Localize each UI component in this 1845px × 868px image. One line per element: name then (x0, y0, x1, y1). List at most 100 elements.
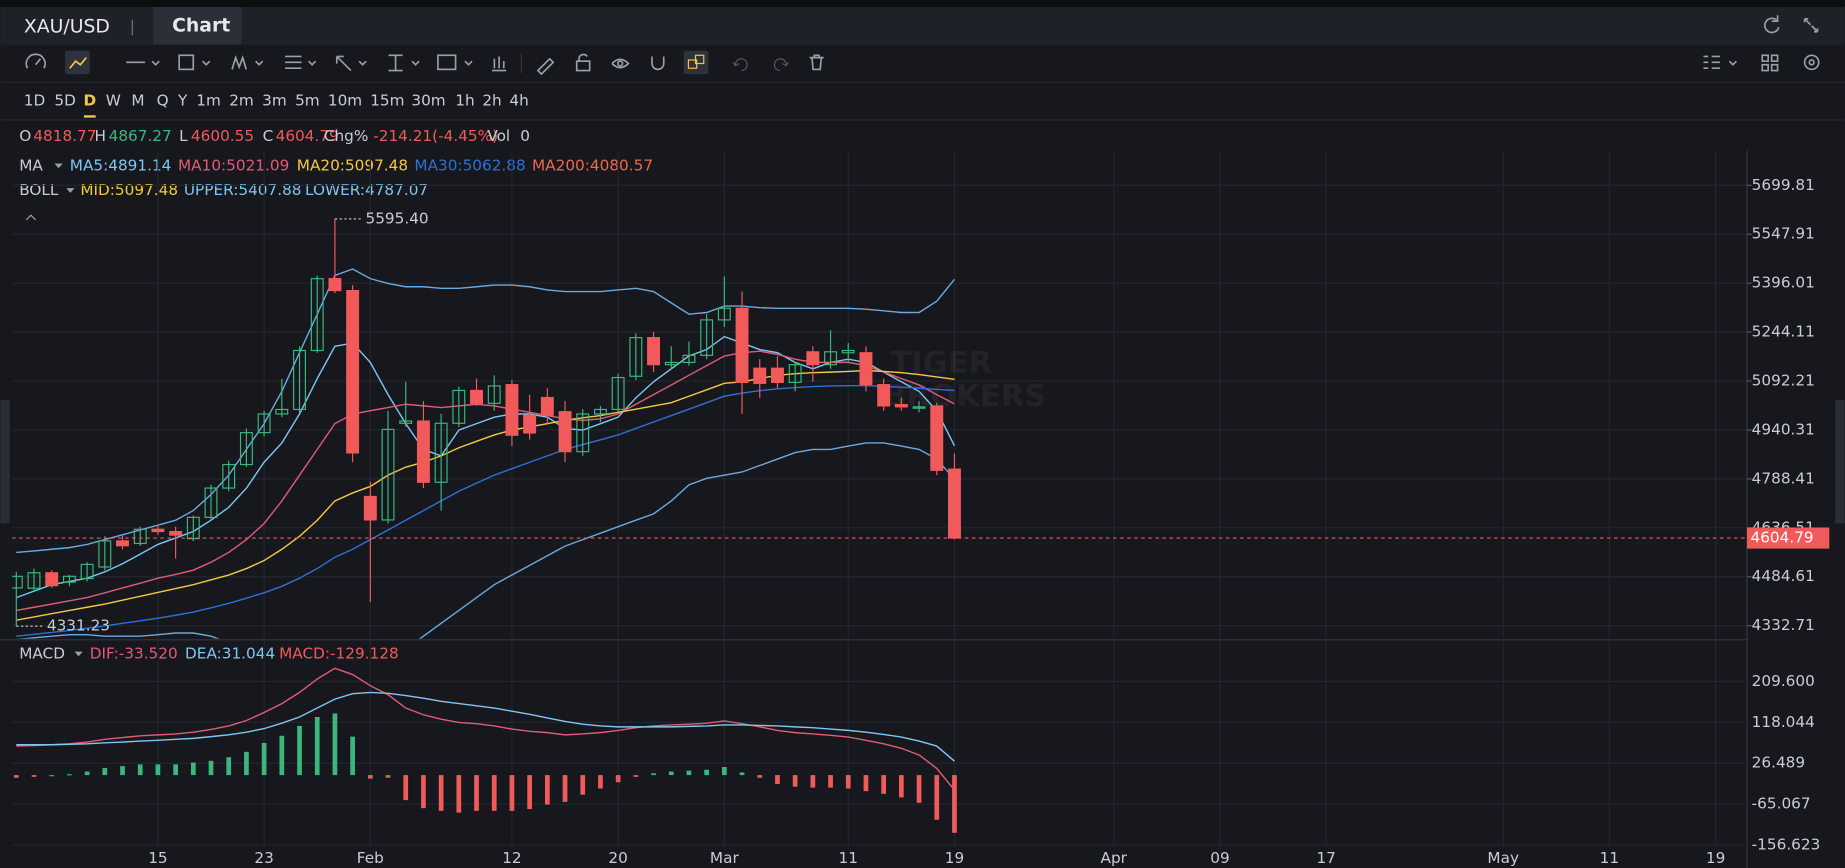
tool-undo[interactable] (732, 58, 748, 72)
tool-grid[interactable] (1761, 54, 1779, 72)
candle-body (12, 575, 23, 589)
tool-rect[interactable] (178, 54, 211, 71)
timeframe[interactable]: 3m (262, 92, 287, 110)
macd-bar (598, 775, 603, 789)
macd-bar (721, 767, 727, 776)
candle-body (930, 405, 944, 471)
quote-field: Vol (487, 127, 510, 145)
tool-delete[interactable] (809, 54, 824, 71)
x-tick-label: 23 (254, 849, 273, 867)
timeframe[interactable]: 15m (370, 92, 404, 110)
tool-link[interactable] (687, 54, 705, 69)
timeframe[interactable]: 1h (455, 92, 474, 110)
right-handle[interactable] (1835, 399, 1845, 524)
collapse-caret[interactable] (25, 214, 37, 221)
quote-field: O (19, 127, 31, 145)
tab-chart[interactable]: Chart (172, 15, 230, 36)
tool-settings[interactable] (1803, 54, 1820, 71)
tool-measure[interactable] (388, 54, 420, 72)
macd-bar (350, 736, 355, 776)
last-price-box (1746, 527, 1830, 549)
candle-body (328, 278, 342, 292)
macd-bar (120, 766, 125, 776)
dropdown[interactable] (54, 163, 63, 169)
candle-body (346, 289, 360, 454)
macd-bar (916, 775, 922, 803)
candle-body (611, 376, 625, 411)
candle-body (487, 385, 501, 404)
candle-body (434, 422, 448, 483)
timeframe[interactable]: M (131, 92, 144, 110)
tool-redo[interactable] (773, 58, 789, 72)
timeframe[interactable]: 4h (509, 92, 528, 110)
watermark: TIGER (890, 346, 992, 381)
tool-eye[interactable] (611, 58, 630, 69)
dea-line (16, 691, 955, 762)
quote-field: H (94, 127, 105, 145)
macd-bar (67, 774, 72, 776)
dropdown[interactable] (74, 651, 83, 657)
candle-body (841, 349, 855, 354)
tool-trend[interactable] (69, 57, 87, 69)
watermark: BROKERS (883, 379, 1046, 414)
tool-gauge[interactable] (25, 53, 46, 69)
timeframe[interactable]: 10m (328, 92, 362, 110)
timeframe[interactable]: 2h (482, 92, 501, 110)
timeframe[interactable]: 5D (54, 92, 75, 110)
candle-body (293, 349, 306, 411)
timeframe[interactable]: 5m (295, 92, 320, 110)
timeframe[interactable]: 30m (411, 92, 445, 110)
toolbar (25, 50, 1820, 76)
macd-bar (651, 773, 656, 776)
macd-bar (739, 772, 745, 776)
macd-bar (244, 751, 249, 776)
y-tick-label: -65.067 (1752, 795, 1811, 813)
candle-body (381, 428, 395, 521)
candle-body (310, 278, 324, 352)
macd-bar (155, 764, 161, 776)
y-tick-label: 4940.31 (1752, 420, 1815, 438)
tool-line[interactable] (126, 60, 160, 66)
timeframe[interactable]: D (83, 92, 96, 110)
left-handle[interactable] (0, 399, 10, 524)
fullscreen-icon[interactable] (1803, 17, 1819, 33)
indicator-line (16, 350, 955, 612)
timeframe[interactable]: 2m (229, 92, 254, 110)
quote-field: 0 (520, 127, 530, 145)
tool-layout-list[interactable] (1703, 55, 1737, 70)
macd-bar (456, 775, 462, 813)
timeframe[interactable]: W (106, 92, 121, 110)
candle-body (877, 384, 891, 407)
candle-body (540, 396, 554, 416)
y-tick-label: 5699.81 (1752, 176, 1815, 194)
macd-bar (562, 775, 568, 802)
tool-bars[interactable] (492, 56, 507, 72)
tool-magnet[interactable] (651, 56, 665, 71)
tool-lock[interactable] (575, 53, 591, 72)
dropdown[interactable] (66, 188, 75, 193)
timeframe[interactable]: 1D (24, 92, 45, 110)
tool-fib[interactable] (285, 55, 317, 70)
candle-body (416, 420, 430, 483)
ma-legend: MA20:5097.48 (297, 156, 408, 174)
candle-body (682, 354, 696, 364)
timeframe[interactable]: Q (157, 92, 169, 110)
tool-arrow[interactable] (335, 55, 367, 72)
tool-text[interactable] (437, 54, 473, 71)
candle-body (558, 411, 572, 453)
candle-body (45, 572, 59, 587)
tool-pen[interactable] (536, 57, 555, 76)
tab-bg[interactable] (153, 7, 242, 45)
candle-body (753, 367, 767, 384)
macd-bar (367, 775, 373, 779)
timeframe[interactable]: 1m (196, 92, 221, 110)
macd-bar (668, 771, 674, 776)
y-tick-label: 5092.21 (1752, 372, 1815, 390)
timeframe[interactable]: Y (177, 92, 188, 110)
tool-pattern[interactable] (231, 55, 264, 70)
macd-title: MACD (19, 644, 65, 662)
macd-bar (208, 760, 214, 776)
candle-body (770, 367, 784, 383)
refresh-icon[interactable] (1764, 15, 1780, 34)
